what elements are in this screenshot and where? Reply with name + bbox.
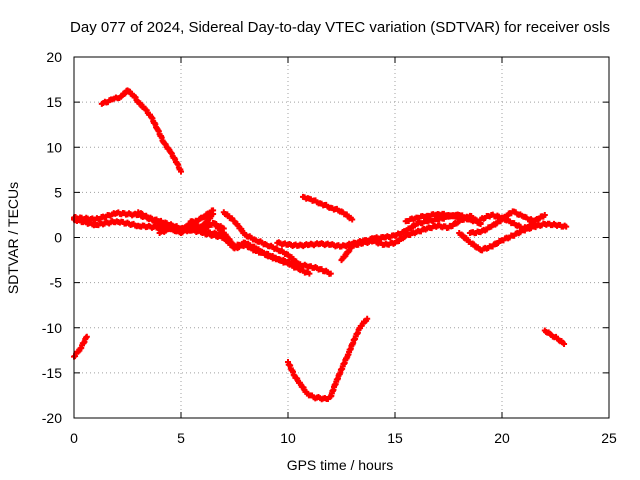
series-arc-low-noon bbox=[285, 315, 371, 403]
data-trail bbox=[404, 229, 418, 238]
data-point bbox=[541, 211, 548, 218]
data-trail bbox=[286, 261, 301, 271]
y-tick-label: 0 bbox=[54, 230, 62, 246]
y-tick-label: 10 bbox=[46, 139, 62, 155]
data-point bbox=[364, 315, 371, 322]
data-trail bbox=[425, 222, 440, 232]
series-arc-afternoon-c bbox=[402, 210, 484, 227]
data-points bbox=[71, 87, 570, 403]
data-point bbox=[83, 333, 90, 340]
x-axis-label: GPS time / hours bbox=[287, 457, 394, 473]
series-arc-high-morning bbox=[98, 87, 184, 175]
data-trail bbox=[468, 240, 483, 252]
data-trail bbox=[93, 210, 119, 222]
data-trail bbox=[555, 337, 566, 346]
y-tick-label: 15 bbox=[46, 94, 62, 110]
data-point bbox=[178, 168, 184, 175]
series-arc-downward-mid-b bbox=[220, 209, 302, 268]
series-arc-high-noon bbox=[299, 193, 356, 223]
data-trail bbox=[265, 252, 279, 262]
series-arc-late-low bbox=[541, 327, 568, 347]
data-trail bbox=[489, 217, 504, 229]
series-arc-evening-c bbox=[477, 211, 538, 232]
data-trail bbox=[554, 221, 568, 230]
data-trail bbox=[72, 216, 97, 229]
data-trail bbox=[324, 394, 333, 403]
data-point bbox=[563, 223, 570, 230]
data-point bbox=[327, 270, 334, 277]
data-trail bbox=[446, 219, 461, 230]
data-trail bbox=[136, 99, 147, 111]
y-tick-label: 5 bbox=[54, 184, 62, 200]
data-trail bbox=[312, 394, 322, 402]
y-tick-label: -5 bbox=[50, 275, 63, 291]
data-trail bbox=[72, 347, 83, 360]
x-tick-label: 10 bbox=[280, 430, 296, 446]
data-trail bbox=[305, 392, 316, 399]
data-trail bbox=[339, 244, 355, 262]
data-trail bbox=[200, 229, 226, 241]
series-arc-evening-b bbox=[466, 208, 548, 237]
data-trail bbox=[115, 209, 140, 219]
data-point bbox=[306, 270, 313, 277]
data-trail bbox=[111, 94, 123, 102]
data-trail bbox=[358, 317, 370, 329]
data-trail bbox=[297, 266, 311, 276]
data-trail bbox=[521, 221, 536, 231]
data-trail bbox=[93, 218, 119, 229]
data-trail bbox=[532, 213, 547, 223]
data-trail bbox=[243, 240, 258, 250]
data-trail bbox=[115, 218, 140, 230]
x-tick-label: 25 bbox=[601, 430, 617, 446]
data-trail bbox=[549, 333, 560, 341]
data-point bbox=[210, 211, 217, 218]
data-point bbox=[531, 220, 538, 227]
data-trail bbox=[136, 210, 162, 227]
data-trail bbox=[339, 209, 354, 222]
data-point bbox=[561, 340, 568, 347]
y-tick-label: -15 bbox=[42, 365, 62, 381]
x-tick-label: 5 bbox=[177, 430, 185, 446]
y-tick-label: 20 bbox=[46, 49, 62, 65]
data-trail bbox=[318, 394, 328, 403]
x-tick-label: 0 bbox=[70, 430, 78, 446]
data-trail bbox=[221, 231, 237, 248]
data-trail bbox=[543, 329, 553, 337]
data-trail bbox=[232, 220, 248, 237]
data-trail bbox=[414, 225, 429, 235]
y-tick-label: -20 bbox=[42, 410, 62, 426]
data-point bbox=[349, 216, 356, 223]
data-trail bbox=[142, 106, 153, 118]
y-axis-label: SDTVAR / TECUs bbox=[5, 182, 21, 294]
x-tick-label: 15 bbox=[387, 430, 403, 446]
data-trail bbox=[404, 222, 419, 234]
data-trail bbox=[332, 366, 344, 388]
axis-ticks: 0 5 10 15 20 25 -20 -15 -10 -5 0 5 10 15 20 bbox=[42, 49, 617, 446]
y-tick-label: -10 bbox=[42, 320, 62, 336]
data-trail bbox=[479, 212, 493, 222]
data-trail bbox=[136, 222, 162, 232]
chart-title: Day 077 of 2024, Sidereal Day-to-day VTE… bbox=[70, 19, 610, 36]
series-arc-downward-mid-c bbox=[210, 220, 313, 277]
x-tick-label: 20 bbox=[494, 430, 510, 446]
data-trail bbox=[350, 237, 376, 248]
data-trail bbox=[393, 234, 408, 245]
data-trail bbox=[301, 194, 311, 202]
data-trail bbox=[275, 256, 290, 266]
data-trail bbox=[345, 337, 357, 358]
data-trail bbox=[511, 208, 525, 219]
